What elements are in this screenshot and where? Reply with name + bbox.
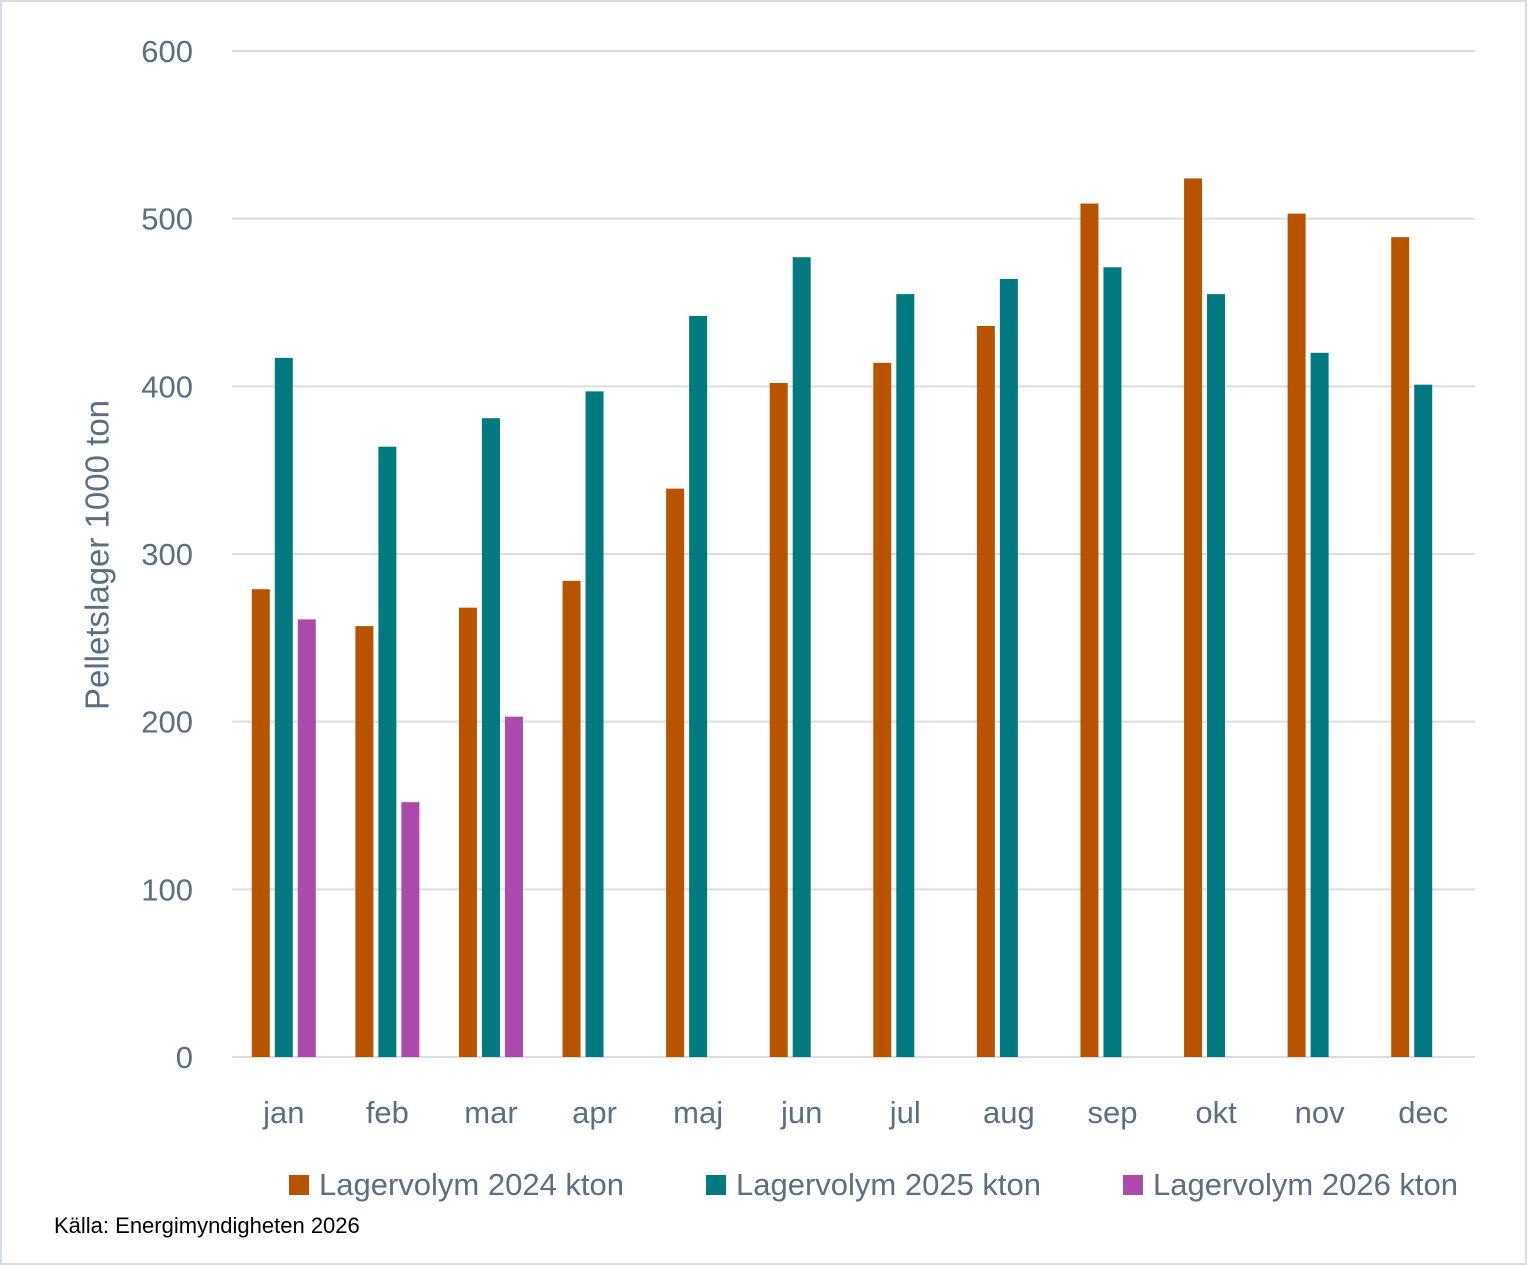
bar-aug-series-2 (999, 279, 1018, 1057)
bar-apr-series-2 (585, 391, 604, 1057)
bar-dec-series-1 (1391, 237, 1410, 1058)
bar-feb-series-3 (401, 802, 420, 1057)
x-axis-ticks: jan feb mar apr maj jun jul aug sep okt nov dec (262, 1095, 1448, 1130)
legend-swatch (1123, 1175, 1143, 1195)
bar-maj-series-2 (689, 315, 708, 1057)
bar-jul-series-1 (873, 362, 892, 1057)
x-tick-label: jan (262, 1095, 304, 1130)
bar-okt-series-1 (1184, 178, 1203, 1058)
bar-mar-series-2 (481, 418, 500, 1057)
source-note: Källa: Energimyndigheten 2026 (54, 1213, 360, 1238)
bar-sep-series-1 (1080, 203, 1099, 1057)
y-tick-label: 100 (141, 872, 193, 907)
legend-label: Lagervolym 2024 kton (319, 1167, 624, 1202)
y-tick-label: 500 (141, 202, 193, 237)
bar-jun-series-2 (792, 257, 811, 1058)
y-tick-label: 200 (141, 705, 193, 740)
bars (251, 178, 1433, 1058)
x-tick-label: jun (780, 1095, 822, 1130)
x-tick-label: dec (1398, 1095, 1448, 1130)
bar-feb-series-2 (378, 446, 397, 1057)
bar-mar-series-3 (504, 716, 523, 1057)
bar-jan-series-2 (274, 357, 293, 1058)
x-tick-label: aug (983, 1095, 1035, 1130)
bar-aug-series-1 (976, 325, 995, 1057)
x-tick-label: jul (889, 1095, 921, 1130)
bar-jul-series-2 (896, 294, 915, 1057)
x-tick-label: feb (366, 1095, 409, 1130)
y-tick-label: 600 (141, 34, 193, 69)
y-tick-label: 400 (141, 369, 193, 404)
bar-nov-series-2 (1310, 352, 1329, 1057)
bar-feb-series-1 (355, 626, 374, 1057)
legend-swatch (289, 1175, 309, 1195)
bar-jan-series-3 (297, 619, 316, 1057)
x-tick-label: nov (1295, 1095, 1345, 1130)
y-axis-label: Pelletslager 1000 ton (79, 400, 116, 710)
bar-mar-series-1 (458, 607, 477, 1057)
x-tick-label: apr (572, 1095, 617, 1130)
legend-swatch (706, 1175, 726, 1195)
bar-maj-series-1 (666, 488, 685, 1057)
y-tick-label: 0 (176, 1040, 193, 1075)
legend-label: Lagervolym 2026 kton (1153, 1167, 1458, 1202)
bar-jun-series-1 (769, 382, 788, 1058)
legend-label: Lagervolym 2025 kton (736, 1167, 1041, 1202)
x-tick-label: maj (673, 1095, 723, 1130)
bar-jan-series-1 (251, 589, 270, 1057)
bar-okt-series-2 (1207, 294, 1226, 1057)
bar-apr-series-1 (562, 580, 581, 1057)
bar-dec-series-2 (1414, 384, 1433, 1057)
x-tick-label: sep (1087, 1095, 1137, 1130)
bar-nov-series-1 (1287, 213, 1306, 1058)
x-tick-label: okt (1195, 1095, 1237, 1130)
bar-sep-series-2 (1103, 267, 1122, 1057)
y-axis-ticks: 0 100 200 300 400 500 600 (141, 34, 193, 1075)
gridlines (232, 50, 1475, 1058)
y-tick-label: 300 (141, 537, 193, 572)
legend: Lagervolym 2024 kton Lagervolym 2025 kton… (289, 1167, 1458, 1202)
x-tick-label: mar (464, 1095, 517, 1130)
